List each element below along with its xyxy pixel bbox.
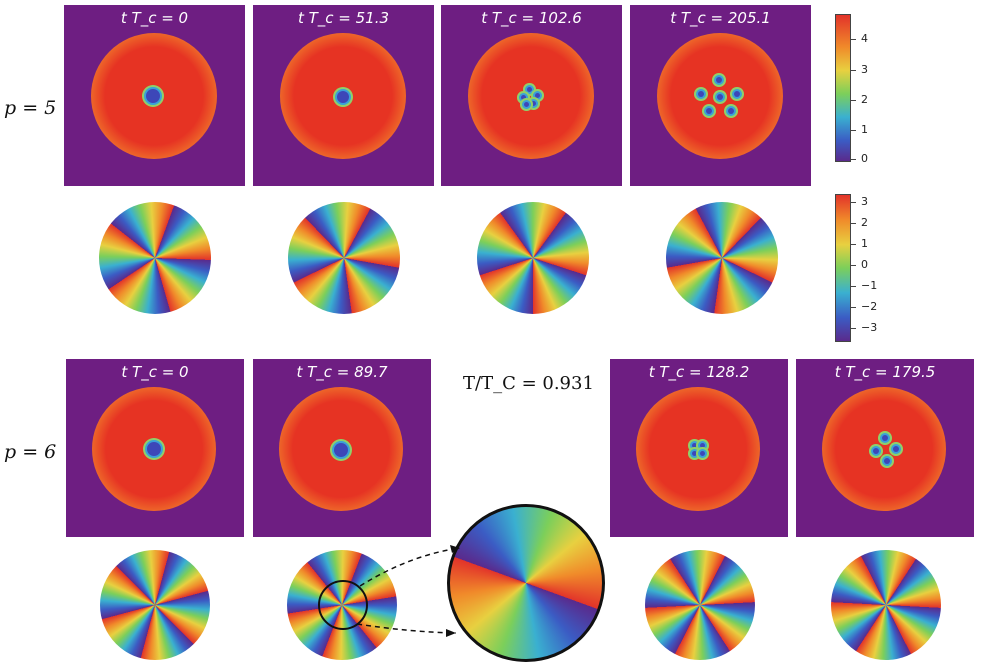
condensate-density-disk [636, 387, 760, 511]
density-panel-p6-t2: t T_c = 128.2 [610, 359, 788, 537]
vortex-core [698, 91, 704, 97]
panel-title: t T_c = 0 [121, 363, 189, 381]
vortex-core [334, 443, 348, 457]
panel-title: t T_c = 102.6 [481, 9, 582, 27]
colorbar-tick: 2 [851, 93, 868, 106]
vortex-core [873, 448, 879, 454]
panel-title: t T_c = 89.7 [296, 363, 388, 381]
vortex-core [728, 108, 734, 114]
phase-colorbar-ticks: 3 2 1 0 −1 −2 −3 [850, 190, 901, 350]
colorbar-tick: 0 [851, 152, 868, 165]
phase-disk-p6-t2 [645, 550, 755, 660]
colorbar-tick: 4 [851, 32, 868, 45]
panel-title: t T_c = 51.3 [297, 9, 390, 27]
vortex-core [700, 443, 705, 448]
colorbar-tick: 0 [851, 258, 868, 271]
vortex-core [692, 451, 697, 456]
colorbar-tick: 3 [851, 195, 868, 208]
colorbar-tick: −2 [850, 300, 878, 313]
vortex-core [531, 101, 536, 106]
row-label-p5: p = 5 [4, 97, 57, 119]
density-panel-p6-t3: t T_c = 179.5 [796, 359, 974, 537]
vortex-core [884, 458, 890, 464]
phase-disk-p5-t0 [99, 202, 211, 314]
vortex-core [734, 91, 740, 97]
vortex-core [717, 94, 723, 100]
vortex-core [147, 442, 161, 456]
panel-title: t T_c = 0 [120, 9, 189, 27]
density-panel-p6-t1: t T_c = 89.7 [253, 359, 431, 537]
density-colorbar-ticks: 4 3 2 1 0 [851, 0, 901, 180]
arrowhead-upper [450, 545, 460, 553]
phase-disk-p5-t2 [477, 202, 589, 314]
vortex-core [146, 89, 160, 103]
condensate-density-disk [822, 387, 946, 511]
vortex-core [692, 443, 697, 448]
phase-disk-p6-t0 [100, 550, 210, 660]
vortex-core [716, 77, 722, 83]
temperature-label: T/T_C = 0.931 [463, 373, 594, 394]
vortex-core [527, 87, 532, 92]
vortex-core [706, 108, 712, 114]
phase-disk-p6-t1 [287, 550, 397, 660]
vortex-core [535, 93, 540, 98]
density-colorbar [835, 14, 851, 162]
density-panel-p5-t3: t T_c = 205.1 [630, 5, 811, 186]
phase-colorbar [835, 194, 851, 342]
panel-title: t T_c = 205.1 [670, 9, 771, 27]
colorbar-tick: −1 [850, 279, 878, 292]
density-panel-p5-t2: t T_c = 102.6 [441, 5, 622, 186]
vortex-core [337, 91, 349, 103]
colorbar-tick: −3 [850, 321, 878, 334]
vortex-core [700, 451, 705, 456]
colorbar-tick: 1 [851, 123, 868, 136]
density-panel-p5-t0: t T_c = 0 [64, 5, 245, 186]
row-label-p6: p = 6 [4, 441, 57, 463]
phase-disk-p6-t3 [831, 550, 941, 660]
colorbar-tick: 1 [851, 237, 868, 250]
zoom-arrow-upper [359, 547, 461, 587]
vortex-core [524, 102, 529, 107]
vortex-core [882, 435, 888, 441]
vortex-core [521, 95, 526, 100]
phase-inset-magnified [447, 504, 605, 662]
condensate-density-disk [468, 33, 594, 159]
density-panel-p6-t0: t T_c = 0 [66, 359, 244, 537]
arrowhead-lower [446, 629, 456, 637]
panel-title: t T_c = 128.2 [648, 363, 750, 381]
colorbar-tick: 3 [851, 63, 868, 76]
vortex-core [893, 446, 899, 452]
zoom-circle [318, 580, 368, 630]
phase-disk-p5-t1 [288, 202, 400, 314]
phase-disk-p5-t3 [666, 202, 778, 314]
colorbar-tick: 2 [851, 216, 868, 229]
zoom-arrow-lower [356, 623, 457, 634]
density-panel-p5-t1: t T_c = 51.3 [253, 5, 434, 186]
panel-title: t T_c = 179.5 [834, 363, 936, 381]
